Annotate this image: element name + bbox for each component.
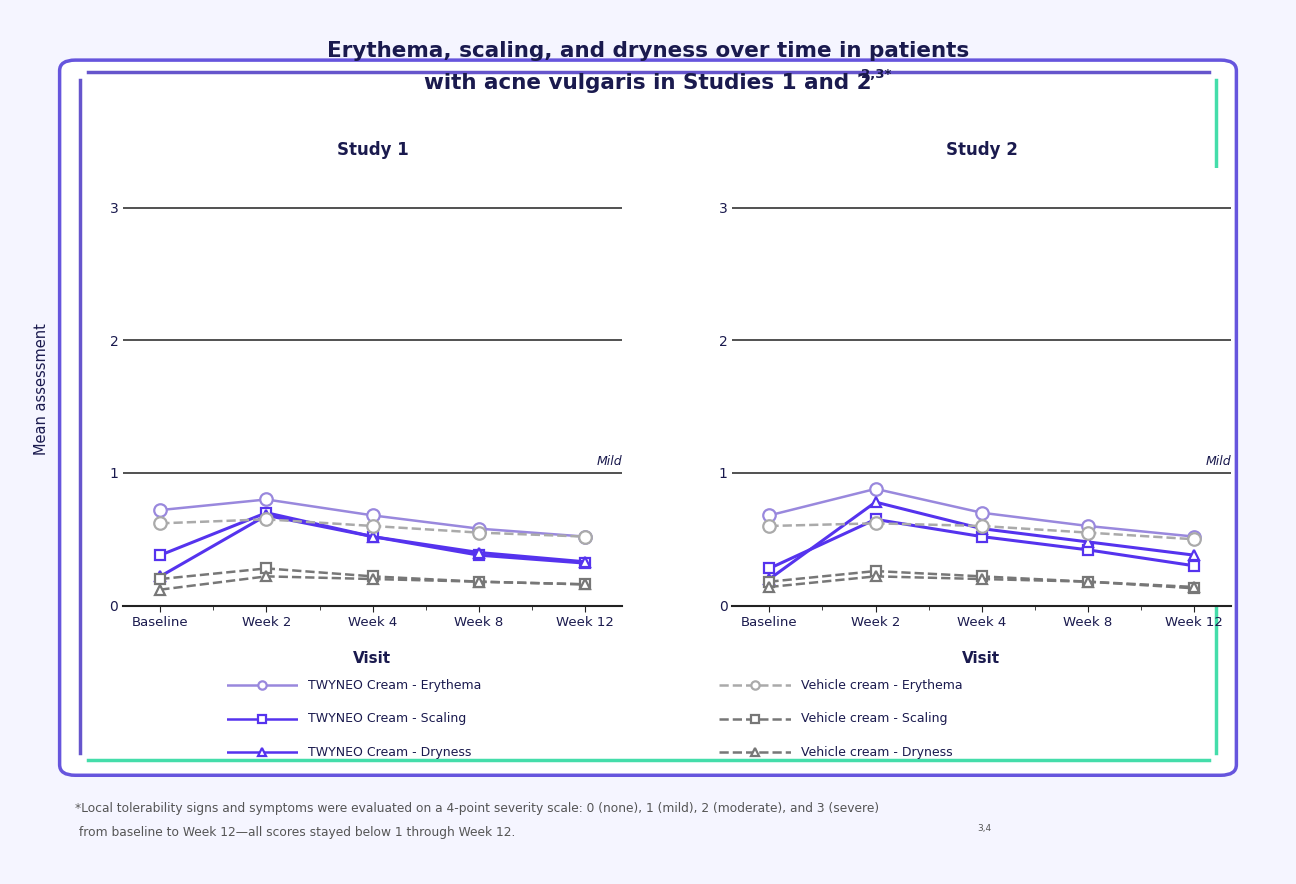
- Text: Mean assessment: Mean assessment: [34, 323, 49, 455]
- Text: *Local tolerability signs and symptoms were evaluated on a 4-point severity scal: *Local tolerability signs and symptoms w…: [75, 803, 879, 815]
- Text: Vehicle cream - Scaling: Vehicle cream - Scaling: [801, 713, 947, 725]
- Text: with acne vulgaris in Studies 1 and 2: with acne vulgaris in Studies 1 and 2: [424, 73, 872, 93]
- Text: TWYNEO Cream - Dryness: TWYNEO Cream - Dryness: [308, 746, 472, 758]
- Title: Study 1: Study 1: [337, 141, 408, 159]
- Text: Visit: Visit: [353, 652, 391, 666]
- Text: TWYNEO Cream - Scaling: TWYNEO Cream - Scaling: [308, 713, 467, 725]
- Text: Visit: Visit: [962, 652, 1001, 666]
- Text: Mild: Mild: [596, 454, 622, 468]
- Text: Erythema, scaling, and dryness over time in patients: Erythema, scaling, and dryness over time…: [327, 42, 969, 61]
- Text: Vehicle cream - Erythema: Vehicle cream - Erythema: [801, 679, 963, 691]
- Text: Mild: Mild: [1205, 454, 1231, 468]
- Text: from baseline to Week 12—all scores stayed below 1 through Week 12.: from baseline to Week 12—all scores stay…: [75, 827, 516, 839]
- Text: TWYNEO Cream - Erythema: TWYNEO Cream - Erythema: [308, 679, 482, 691]
- Text: 3,4: 3,4: [977, 824, 991, 833]
- Title: Study 2: Study 2: [946, 141, 1017, 159]
- Text: 2,3*: 2,3*: [861, 68, 892, 80]
- Text: Vehicle cream - Dryness: Vehicle cream - Dryness: [801, 746, 953, 758]
